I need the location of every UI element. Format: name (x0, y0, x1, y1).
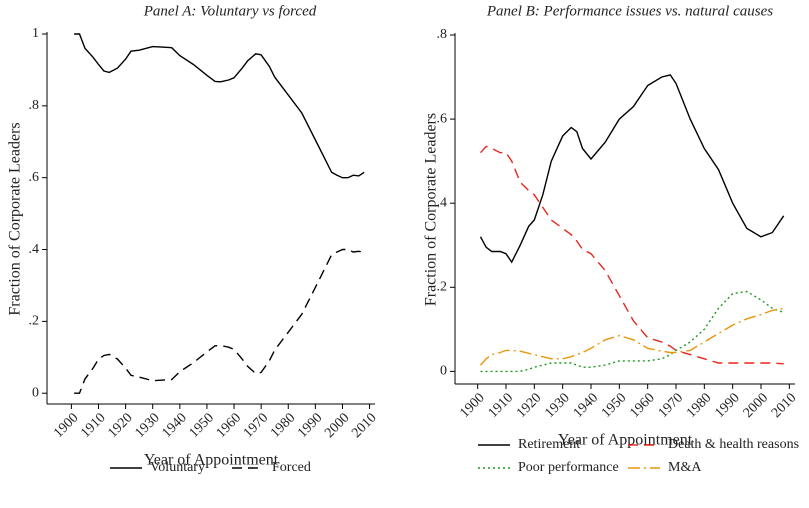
x-tick-label: 1950 (187, 410, 217, 440)
x-tick-label: 1980 (684, 390, 714, 420)
y-tick-label: .2 (437, 280, 448, 295)
x-tick-label: 1910 (78, 410, 108, 440)
x-tick-label: 1960 (627, 390, 657, 420)
series-line (74, 33, 365, 179)
x-tick-label: 1940 (160, 410, 190, 440)
x-tick-label: 1930 (542, 390, 572, 420)
series-line (480, 290, 784, 373)
series-line (479, 74, 785, 264)
x-tick-label: 2010 (349, 410, 379, 440)
y-axis-label: Fraction of Corporate Leaders (423, 113, 440, 306)
x-tick-label: 1990 (712, 390, 742, 420)
y-tick-label: .2 (29, 314, 40, 329)
y-tick-label: 1 (32, 26, 39, 41)
series-line (479, 307, 784, 366)
y-tick-label: .8 (29, 98, 40, 113)
x-tick-label: 2000 (741, 390, 771, 420)
series-line (479, 145, 784, 365)
x-tick-label: 1940 (571, 390, 601, 420)
legend-label: Voluntary (150, 460, 205, 475)
y-tick-label: .6 (29, 170, 40, 185)
y-tick-label: 0 (440, 364, 447, 379)
x-tick-label: 1970 (656, 390, 686, 420)
legend-label: Forced (272, 460, 311, 475)
x-tick-label: 1910 (486, 390, 516, 420)
x-tick-label: 1920 (514, 390, 544, 420)
y-tick-label: .4 (29, 242, 40, 257)
x-tick-label: 1920 (105, 410, 135, 440)
legend-label: Retirement (518, 437, 580, 452)
x-tick-label: 1960 (214, 410, 244, 440)
y-tick-label: 0 (32, 385, 39, 400)
series-line (74, 248, 365, 394)
legend-label: M&A (668, 460, 702, 475)
x-tick-label: 1900 (457, 390, 487, 420)
x-axis-label: Year of Appointment (144, 452, 279, 469)
panel-title: Panel B: Performance issues vs. natural … (486, 3, 773, 19)
y-axis-label: Fraction of Corporate Leaders (7, 122, 24, 315)
y-tick-label: .6 (437, 111, 448, 126)
x-tick-label: 1990 (295, 410, 325, 440)
x-tick-label: 1980 (268, 410, 298, 440)
x-tick-label: 2000 (322, 410, 352, 440)
x-tick-label: 1930 (132, 410, 162, 440)
legend-label: Poor performance (518, 460, 619, 475)
y-tick-label: .4 (437, 195, 448, 210)
x-tick-label: 2010 (769, 390, 799, 420)
legend-label: Death & health reasons (668, 437, 799, 452)
panel-title: Panel A: Voluntary vs forced (143, 3, 317, 19)
x-tick-label: 1950 (599, 390, 629, 420)
x-tick-label: 1970 (241, 410, 271, 440)
y-tick-label: .8 (437, 27, 448, 42)
x-axis-label: Year of Appointment (558, 432, 693, 449)
x-tick-label: 1900 (51, 410, 81, 440)
